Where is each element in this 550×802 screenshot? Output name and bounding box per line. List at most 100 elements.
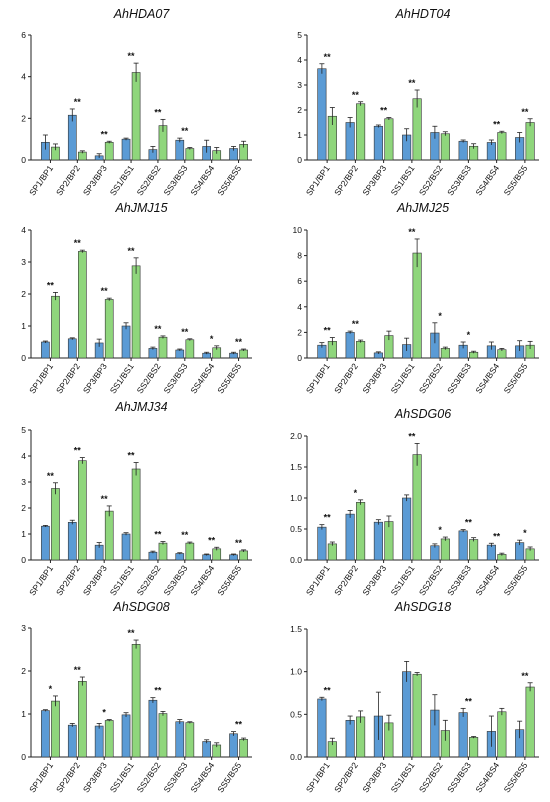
chart-title: AhSDG18 xyxy=(394,600,451,614)
bar-bp-bs xyxy=(440,133,450,161)
significance-marker: ** xyxy=(128,246,136,256)
bar-bp-bs xyxy=(497,132,507,161)
y-tick-label: 2 xyxy=(297,327,302,337)
category-label: SP3/BP3 xyxy=(81,361,109,395)
category-label: SP3/BP3 xyxy=(81,760,109,794)
y-tick-label: 2.0 xyxy=(290,431,302,441)
category-label: SS1/BS1 xyxy=(108,361,136,395)
bar-bp-bs xyxy=(104,510,114,561)
significance-marker: ** xyxy=(324,326,332,336)
y-tick-label: 0.0 xyxy=(290,555,302,565)
bar-sp-ss xyxy=(67,114,77,161)
category-label: SS5/BS5 xyxy=(502,361,530,395)
y-tick-label: 6 xyxy=(21,30,26,40)
chart-panel-2: AhHDT04 0 1 2 3 4 5 ** SP1/BP1 ** SP2/BP2 ** SP3/BP3… xyxy=(297,7,539,197)
bar-sp-ss xyxy=(458,530,468,561)
y-tick-label: 0.0 xyxy=(290,752,302,762)
bar-bp-bs xyxy=(104,141,114,161)
category-label: SS4/BS4 xyxy=(188,563,216,597)
bar-bp-bs xyxy=(158,542,168,561)
y-tick-label: 2 xyxy=(21,289,26,299)
category-label: SP3/BP3 xyxy=(360,760,388,794)
bar-sp-ss xyxy=(41,710,50,758)
significance-marker: ** xyxy=(101,286,109,296)
y-tick-label: 2 xyxy=(297,105,302,115)
bar-sp-ss xyxy=(486,544,496,561)
category-label: SS2/BS2 xyxy=(135,563,163,597)
bar-bp-bs xyxy=(104,299,114,359)
bar-sp-ss xyxy=(345,720,355,758)
significance-marker: ** xyxy=(235,720,243,730)
significance-marker: ** xyxy=(521,107,529,117)
y-tick-label: 1.5 xyxy=(290,624,302,634)
bar-sp-ss xyxy=(373,521,383,561)
bar-sp-ss xyxy=(94,725,104,758)
significance-marker: ** xyxy=(128,51,136,61)
bar-sp-ss xyxy=(121,325,131,359)
chart-title: AhHDT04 xyxy=(395,7,451,21)
y-tick-label: 4 xyxy=(21,225,26,235)
category-label: SS1/BS1 xyxy=(389,163,417,197)
category-label: SS5/BS5 xyxy=(502,163,530,197)
category-label: SP1/BP1 xyxy=(27,760,55,794)
significance-marker: ** xyxy=(101,129,109,139)
y-tick-label: 0 xyxy=(21,155,26,165)
bar-sp-ss xyxy=(458,140,468,161)
significance-marker: * xyxy=(210,334,214,344)
category-label: SP1/BP1 xyxy=(27,163,55,197)
category-label: SS3/BS3 xyxy=(445,760,473,794)
category-label: SS4/BS4 xyxy=(473,361,501,395)
y-tick-label: 3 xyxy=(21,623,26,633)
bar-bp-bs xyxy=(78,460,87,561)
y-tick-label: 4 xyxy=(21,72,26,82)
bar-sp-ss xyxy=(121,138,131,161)
significance-marker: * xyxy=(438,311,442,321)
bar-sp-ss xyxy=(67,521,77,561)
significance-marker: * xyxy=(354,488,358,498)
category-label: SS4/BS4 xyxy=(188,163,216,197)
category-label: SP2/BP2 xyxy=(54,563,82,597)
bar-bp-bs xyxy=(384,118,394,161)
y-tick-label: 8 xyxy=(297,251,302,261)
significance-marker: ** xyxy=(128,628,136,638)
bar-bp-bs xyxy=(131,644,141,758)
bar-bp-bs xyxy=(327,543,337,561)
y-tick-label: 1 xyxy=(21,321,26,331)
category-label: SS1/BS1 xyxy=(108,563,136,597)
category-label: SS3/BS3 xyxy=(445,163,473,197)
y-tick-label: 0 xyxy=(21,752,26,762)
significance-marker: ** xyxy=(154,107,162,117)
category-label: SP2/BP2 xyxy=(54,760,82,794)
bar-bp-bs xyxy=(440,538,450,561)
category-label: SS5/BS5 xyxy=(215,361,243,395)
bar-bp-bs xyxy=(239,550,248,561)
category-label: SS1/BS1 xyxy=(389,760,417,794)
category-label: SS2/BS2 xyxy=(417,163,445,197)
bar-sp-ss xyxy=(148,551,158,561)
category-label: SS3/BS3 xyxy=(161,361,189,395)
y-tick-label: 3 xyxy=(297,80,302,90)
bar-bp-bs xyxy=(185,542,195,561)
significance-marker: ** xyxy=(101,494,109,504)
category-label: SP3/BP3 xyxy=(81,563,109,597)
significance-marker: ** xyxy=(74,665,82,675)
chart-panel-1: AhHDA07 0 2 4 6 SP1/BP1 ** SP2/BP2 ** SP3/BP3 ** SS… xyxy=(21,7,252,197)
bar-bp-bs xyxy=(78,681,87,758)
bar-bp-bs xyxy=(440,348,450,359)
category-label: SP1/BP1 xyxy=(304,760,332,794)
category-label: SP2/BP2 xyxy=(332,563,360,597)
bar-bp-bs xyxy=(131,468,141,561)
bar-sp-ss xyxy=(229,733,238,758)
category-label: SS3/BS3 xyxy=(161,760,189,794)
chart-title: AhSDG06 xyxy=(394,407,451,421)
bar-bp-bs xyxy=(356,103,366,161)
bar-bp-bs xyxy=(185,148,195,161)
chart-panel-7: AhSDG08 0 1 2 3 * SP1/BP1 ** SP2/BP2 * SP3/BP3 ** SS… xyxy=(21,600,252,794)
bar-bp-bs xyxy=(412,454,422,561)
y-tick-label: 1 xyxy=(297,130,302,140)
y-tick-label: 4 xyxy=(297,55,302,65)
significance-marker: * xyxy=(467,330,471,340)
significance-marker: * xyxy=(523,528,527,538)
y-tick-label: 0.5 xyxy=(290,524,302,534)
